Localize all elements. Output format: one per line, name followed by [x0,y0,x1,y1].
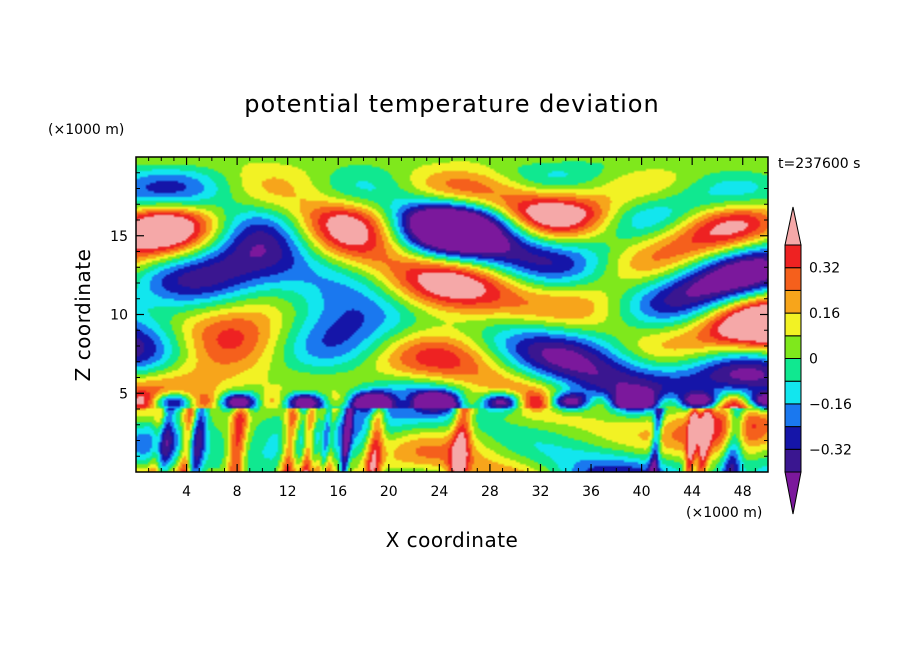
x-axis-label: X coordinate [386,528,519,552]
colorbar-tick-label: 0 [809,352,818,368]
x-tick-label: 32 [532,484,550,500]
x-tick-label: 4 [182,484,191,500]
colorbar-tick-label: 0.32 [809,261,840,277]
x-tick-label: 40 [633,484,651,500]
y-axis: 5 10 15 [110,172,768,457]
colorbar-bottom-triangle [784,471,802,515]
y-unit-label: (×1000 m) [48,122,124,138]
colorbar-swatch [784,289,802,314]
colorbar-swatch [784,448,802,473]
x-axis: 4 8 12 16 20 24 28 32 36 40 44 48 [148,157,756,500]
x-tick-label: 12 [279,484,297,500]
colorbar-tick-label: 0.16 [809,306,840,322]
time-label: t=237600 s [778,156,860,172]
colorbar-top-triangle [784,206,802,246]
y-tick-label: 10 [110,308,128,324]
x-tick-label: 24 [430,484,448,500]
y-axis-label: Z coordinate [71,249,95,382]
x-tick-label: 16 [329,484,347,500]
x-tick-label: 8 [233,484,242,500]
x-unit-label: (×1000 m) [686,505,762,521]
contour-field [136,157,768,472]
colorbar-swatch [784,426,802,450]
x-tick-label: 44 [683,484,701,500]
colorbar-swatch [784,380,802,405]
y-tick-label: 15 [110,229,128,245]
colorbar-tick-label: −0.32 [809,442,852,458]
colorbar-swatch [784,403,802,428]
x-tick-label: 36 [582,484,600,500]
colorbar-swatch [784,358,802,382]
colorbar-swatch [784,267,802,291]
colorbar-tick-label: −0.16 [809,397,852,413]
colorbar-swatch [784,335,802,359]
x-tick-label: 48 [734,484,752,500]
y-tick-label: 5 [119,386,128,402]
chart-title: potential temperature deviation [244,90,659,118]
colorbar: 0.32 0.16 0 −0.16 −0.32 [784,206,852,515]
contour-image [136,157,768,472]
colorbar-swatch [784,312,802,337]
x-tick-label: 20 [380,484,398,500]
x-tick-label: 28 [481,484,499,500]
colorbar-swatch [784,244,802,269]
